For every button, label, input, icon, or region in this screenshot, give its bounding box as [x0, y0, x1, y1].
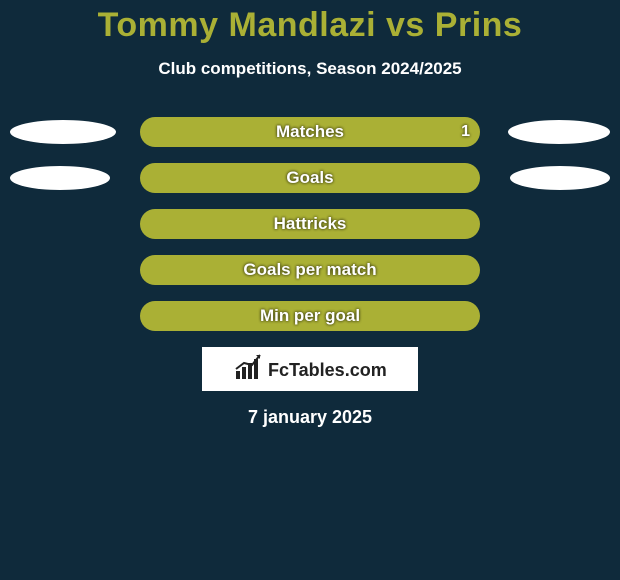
left-ellipse: [10, 166, 110, 190]
stat-label: Goals: [140, 168, 480, 188]
stat-pill: Goals: [140, 163, 480, 193]
stat-row: Goals: [10, 163, 610, 193]
stat-label: Min per goal: [140, 306, 480, 326]
stat-row: Matches1: [10, 117, 610, 147]
stat-pill: Hattricks: [140, 209, 480, 239]
right-ellipse: [510, 166, 610, 190]
stat-label: Matches: [140, 122, 480, 142]
stat-row: Min per goal: [10, 301, 610, 331]
stat-pill: Matches1: [140, 117, 480, 147]
stat-value-right: 1: [461, 123, 470, 141]
stat-row: Hattricks: [10, 209, 610, 239]
stat-label: Goals per match: [140, 260, 480, 280]
logo-text: FcTables.com: [268, 360, 387, 380]
fctables-logo-icon: FcTables.com: [202, 347, 418, 391]
left-ellipse: [10, 120, 116, 144]
chart-area: Matches1 Goals Hattricks Goals per match Min…: [0, 117, 620, 331]
brand-logo: FcTables.com: [202, 347, 418, 391]
right-ellipse: [508, 120, 610, 144]
stat-label: Hattricks: [140, 214, 480, 234]
subtitle: Club competitions, Season 2024/2025: [0, 59, 620, 79]
stat-row: Goals per match: [10, 255, 610, 285]
comparison-infographic: Tommy Mandlazi vs Prins Club competition…: [0, 0, 620, 580]
page-title: Tommy Mandlazi vs Prins: [0, 0, 620, 45]
date-label: 7 january 2025: [0, 407, 620, 428]
stat-pill: Goals per match: [140, 255, 480, 285]
stat-pill: Min per goal: [140, 301, 480, 331]
